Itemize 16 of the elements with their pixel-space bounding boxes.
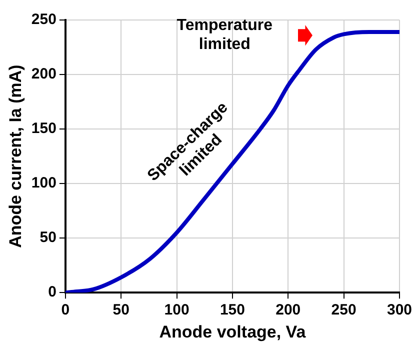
x-tick-label: 50 — [112, 302, 130, 319]
x-axis-title: Anode voltage, Va — [159, 322, 306, 342]
annotation: Temperature limited — [176, 17, 273, 54]
x-tick-label: 200 — [276, 302, 301, 319]
y-tick-label: 0 — [48, 284, 56, 301]
x-tick-label: 0 — [61, 302, 70, 319]
x-tick-label: 100 — [164, 302, 190, 319]
y-tick-label: 100 — [31, 174, 56, 192]
x-tick-label: 250 — [331, 302, 356, 319]
y-tick-label: 50 — [40, 229, 56, 246]
x-tick-label: 150 — [220, 302, 245, 319]
y-tick-label: 250 — [31, 11, 56, 28]
x-tick-label: 300 — [386, 302, 412, 319]
y-axis-title: Anode current, Ia (mA) — [6, 64, 25, 248]
y-tick-label: 150 — [31, 120, 56, 138]
y-tick-label: 200 — [31, 66, 56, 83]
